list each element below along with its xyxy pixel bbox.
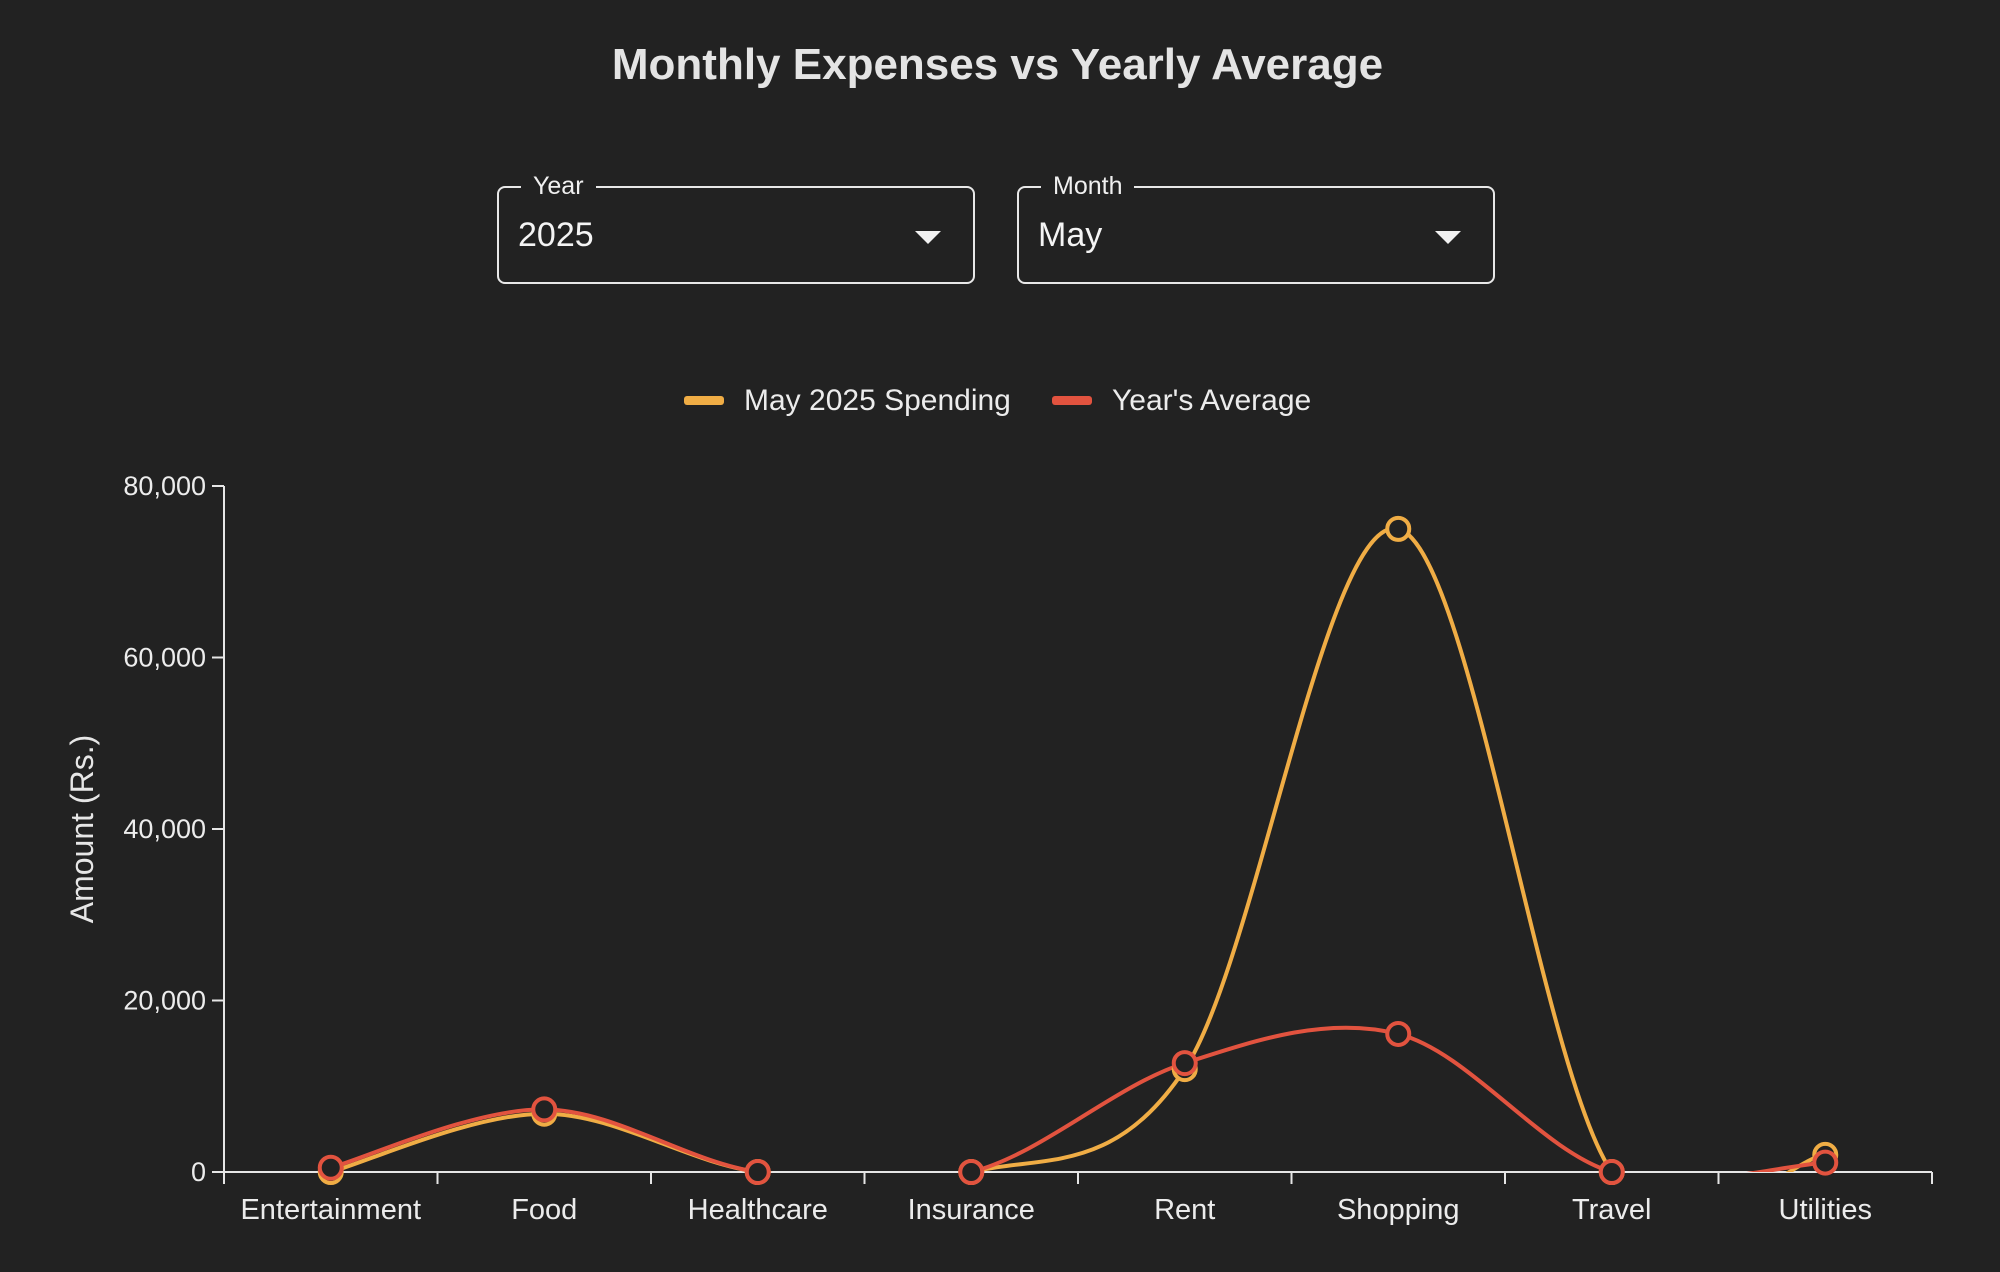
month-select-value: May: [1038, 216, 1103, 254]
x-tick-label: Shopping: [1337, 1194, 1460, 1226]
series-line-monthly: [330, 526, 1826, 1172]
x-tick-label: Food: [511, 1194, 577, 1226]
data-point-average: [1385, 1020, 1412, 1047]
x-tick-label: Entertainment: [240, 1194, 421, 1226]
y-tick-label: 20,000: [123, 986, 206, 1016]
data-point-monthly: [1385, 515, 1412, 542]
x-tick-label: Utilities: [1779, 1194, 1872, 1226]
x-tick-label: Rent: [1154, 1194, 1215, 1226]
data-point-average: [1171, 1050, 1198, 1077]
y-tick-label: 40,000: [123, 814, 206, 844]
series-line-average: [330, 1025, 1826, 1172]
y-axis-label: Amount (Rs.): [64, 735, 100, 923]
legend-swatch-monthly: [684, 396, 724, 405]
month-select[interactable]: Month May: [1017, 171, 1495, 284]
chevron-down-icon[interactable]: [1435, 231, 1461, 244]
data-point-average: [531, 1096, 558, 1123]
legend-swatch-average: [1052, 396, 1092, 405]
chevron-down-icon[interactable]: [915, 231, 941, 244]
month-select-label: Month: [1041, 171, 1135, 201]
year-select-label: Year: [521, 171, 596, 201]
y-tick-label: 0: [191, 1157, 206, 1187]
x-tick-label: Healthcare: [688, 1194, 828, 1226]
data-point-average: [1598, 1159, 1625, 1185]
data-point-average: [744, 1159, 771, 1185]
legend-label-average: Year's Average: [1112, 384, 1311, 417]
page-title: Monthly Expenses vs Yearly Average: [611, 40, 1384, 89]
x-tick-label: Travel: [1572, 1194, 1652, 1226]
legend-label-monthly: May 2025 Spending: [744, 384, 1011, 417]
data-point-average: [958, 1159, 985, 1185]
data-point-average: [1812, 1149, 1839, 1176]
data-point-average: [317, 1154, 344, 1181]
x-tick-label: Insurance: [908, 1194, 1035, 1226]
year-select-value: 2025: [518, 216, 594, 254]
y-tick-label: 80,000: [123, 471, 206, 501]
year-select[interactable]: Year 2025: [497, 171, 975, 284]
y-tick-label: 60,000: [123, 643, 206, 673]
